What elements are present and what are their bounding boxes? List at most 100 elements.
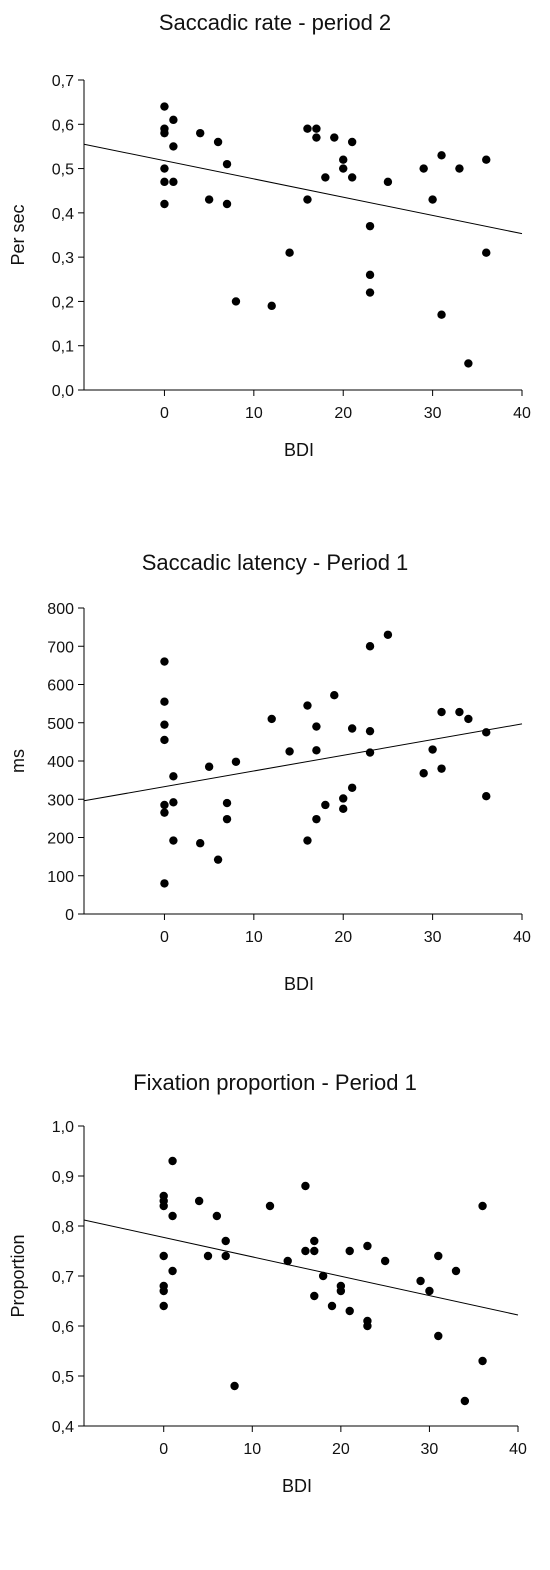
data-point (434, 1331, 443, 1341)
data-point (160, 735, 169, 745)
data-point (310, 1236, 319, 1246)
y-tick-label: 0 (65, 907, 74, 924)
data-point (460, 1396, 470, 1406)
data-point (267, 301, 276, 311)
data-point (339, 794, 348, 803)
data-point (428, 745, 437, 754)
x-tick-label: 30 (424, 405, 442, 422)
data-point (365, 221, 375, 231)
data-point (159, 1286, 168, 1296)
data-point (196, 128, 205, 138)
y-axis-title: Per sec (8, 204, 28, 265)
data-point (283, 1256, 292, 1266)
x-tick-label: 10 (245, 405, 263, 422)
data-point (285, 747, 294, 756)
chart-panel-fixation-proportion: Fixation proportion - Period 1 0,4 0,5 0,6 0… (0, 1062, 550, 1570)
data-point (213, 137, 223, 147)
chart-panel-saccadic-rate: Saccadic rate - period 2 0,0 0,1 0,2 0,3 0,4 0… (0, 0, 550, 508)
data-point (365, 270, 375, 280)
data-point (160, 164, 169, 173)
y-tick-label: 0,6 (52, 117, 74, 134)
y-tick-label: 600 (47, 678, 74, 695)
y-tick-label: 0,1 (52, 339, 74, 356)
data-point (222, 199, 232, 209)
data-point (428, 195, 437, 204)
chart-fixation-proportion: Fixation proportion - Period 1 0,4 0,5 0,6 0… (8, 1070, 527, 1496)
x-tick-label: 40 (509, 1441, 527, 1458)
data-point (160, 102, 169, 111)
data-point (347, 783, 357, 792)
data-point (169, 177, 178, 187)
data-point (327, 1301, 337, 1311)
data-point (168, 1211, 177, 1221)
data-point (416, 1276, 425, 1286)
data-point (437, 310, 446, 319)
y-axis-title: ms (8, 749, 28, 773)
data-point (310, 1246, 319, 1256)
data-point (339, 155, 348, 164)
x-tick-label: 0 (160, 929, 169, 946)
data-point (301, 1181, 310, 1191)
chart-panel-saccadic-latency: Saccadic latency - Period 1 0 100 200 300 400… (0, 540, 550, 1048)
data-point (478, 1356, 487, 1366)
data-point (455, 707, 464, 717)
data-point (419, 769, 428, 778)
data-point (194, 1196, 204, 1206)
x-tick-label: 20 (332, 1441, 350, 1458)
x-axis-title: BDI (282, 1476, 312, 1496)
data-point (160, 879, 169, 888)
y-tick-label: 200 (47, 831, 74, 848)
y-tick-label: 0,8 (52, 1219, 74, 1236)
data-point (310, 1291, 319, 1301)
y-tick-label: 0,6 (52, 1319, 74, 1336)
x-axis-title: BDI (284, 440, 314, 460)
data-point (222, 159, 232, 169)
data-point (221, 1236, 230, 1246)
x-tick-label: 0 (160, 405, 169, 422)
data-point (265, 1201, 275, 1211)
y-tick-label: 0,0 (52, 383, 74, 400)
data-point (318, 1271, 328, 1281)
y-tick-label: 0,7 (52, 73, 74, 90)
data-point (365, 726, 375, 736)
data-point (160, 177, 169, 187)
data-point (169, 836, 178, 845)
data-point (159, 1301, 168, 1311)
x-tick-label: 30 (424, 929, 442, 946)
data-point (345, 1306, 354, 1316)
data-point (160, 199, 169, 209)
x-axis-title: BDI (284, 974, 314, 994)
data-point (168, 1266, 177, 1276)
data-point (204, 195, 214, 204)
data-point (339, 804, 348, 814)
y-tick-label: 300 (47, 792, 74, 809)
data-point (336, 1286, 346, 1296)
chart-saccadic-rate: Saccadic rate - period 2 0,0 0,1 0,2 0,3 0,4 0… (8, 10, 531, 460)
data-point (169, 142, 178, 151)
chart-title: Saccadic latency - Period 1 (142, 550, 409, 575)
data-point (203, 1251, 213, 1261)
data-point (231, 757, 241, 766)
data-point (169, 798, 178, 807)
data-point (159, 1201, 168, 1211)
y-tick-label: 0,3 (52, 250, 74, 267)
data-point (267, 714, 276, 724)
data-point (221, 1251, 230, 1261)
data-point (482, 248, 491, 257)
data-point (301, 1246, 310, 1256)
y-tick-label: 0,5 (52, 1369, 74, 1386)
y-tick-label: 700 (47, 639, 74, 656)
data-point (330, 691, 339, 700)
y-tick-label: 800 (47, 601, 74, 618)
data-point (168, 1156, 177, 1166)
data-point (363, 1241, 372, 1251)
data-point (464, 359, 473, 368)
x-tick-label: 30 (421, 1441, 439, 1458)
y-tick-label: 400 (47, 754, 74, 771)
y-tick-label: 0,7 (52, 1269, 74, 1286)
data-point (482, 728, 491, 737)
data-point (212, 1211, 222, 1221)
data-point (160, 808, 169, 817)
x-tick-label: 20 (334, 405, 352, 422)
data-point (303, 195, 312, 204)
